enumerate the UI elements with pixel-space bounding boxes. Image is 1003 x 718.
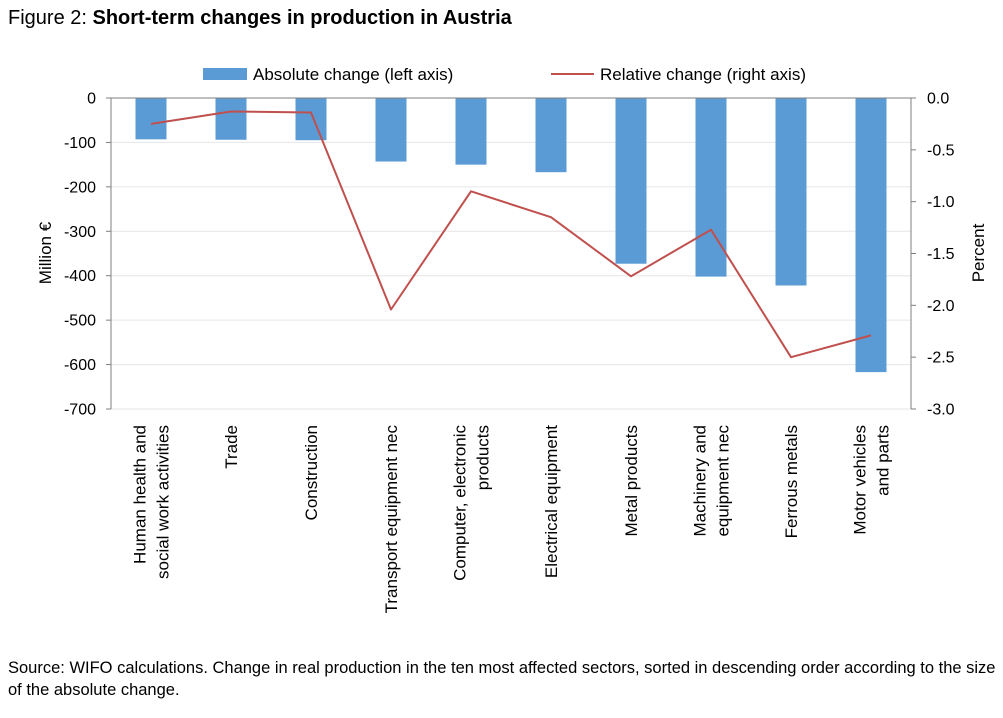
category-label: Transport equipment nec	[382, 425, 401, 614]
left-axis-tick-label: -600	[64, 357, 96, 374]
figure-number: Figure 2:	[8, 7, 93, 29]
right-axis-tick-label: -0.5	[927, 142, 955, 159]
bar	[135, 98, 167, 140]
category-label: equipment nec	[714, 425, 733, 537]
right-axis-title: Percent	[969, 223, 988, 282]
left-axis-tick-label: -300	[64, 224, 96, 241]
legend: Absolute change (left axis) Relative chan…	[203, 65, 806, 84]
bar	[455, 98, 487, 165]
source-note: Source: WIFO calculations. Change in rea…	[8, 659, 996, 699]
legend-swatch-bar	[203, 68, 247, 80]
left-axis-title: Million €	[36, 221, 55, 284]
bar	[855, 98, 887, 373]
category-label: Construction	[302, 425, 321, 520]
left-axis-tick-label: -200	[64, 179, 96, 196]
category-label: Metal products	[622, 425, 641, 537]
right-axis-tick-label: 0.0	[927, 91, 949, 108]
bar	[775, 98, 807, 286]
combo-chart: 0 -100 -200 -300 -400 -500 -600 -700 0.0 -0.5 -1.0…	[36, 65, 988, 614]
left-axis-tick-label: -500	[64, 313, 96, 330]
relative-change-line	[150, 110, 872, 359]
left-axis-tick-label: -100	[64, 135, 96, 152]
right-axis-tick-label: -2.0	[927, 298, 955, 315]
right-axis-tick-label: -1.0	[927, 194, 955, 211]
line-series	[150, 110, 872, 359]
legend-label-bar: Absolute change (left axis)	[253, 65, 453, 84]
left-axis-tick-label: 0	[87, 91, 96, 108]
category-label: Machinery and	[691, 425, 710, 537]
category-label: Motor vehicles	[851, 425, 870, 535]
category-label: Trade	[222, 425, 241, 469]
category-label: products	[474, 425, 493, 490]
axes	[106, 97, 916, 410]
category-label: Human health and	[131, 425, 150, 564]
bar	[695, 98, 727, 277]
right-axis-tick-label: -1.5	[927, 246, 955, 263]
bar	[295, 98, 327, 141]
bar	[375, 98, 407, 162]
axis-labels: 0 -100 -200 -300 -400 -500 -600 -700 0.0 -0.5 -1.0…	[36, 91, 988, 614]
bar-series	[135, 98, 887, 373]
bar	[615, 98, 647, 264]
category-label: Electrical equipment	[542, 425, 561, 578]
category-label: and parts	[874, 425, 893, 496]
bar	[535, 98, 567, 173]
right-axis-tick-label: -2.5	[927, 350, 955, 367]
right-axis-tick-label: -3.0	[927, 402, 955, 419]
category-label: Ferrous metals	[782, 425, 801, 538]
left-axis-tick-label: -700	[64, 402, 96, 419]
legend-label-line: Relative change (right axis)	[600, 65, 806, 84]
category-label: social work activities	[154, 425, 173, 579]
figure-title: Figure 2: Short-term changes in producti…	[8, 7, 512, 30]
left-axis-tick-label: -400	[64, 268, 96, 285]
figure-title-text: Short-term changes in production in Aust…	[92, 7, 512, 29]
bar	[215, 98, 247, 140]
category-label: Computer, electronic	[451, 425, 470, 581]
